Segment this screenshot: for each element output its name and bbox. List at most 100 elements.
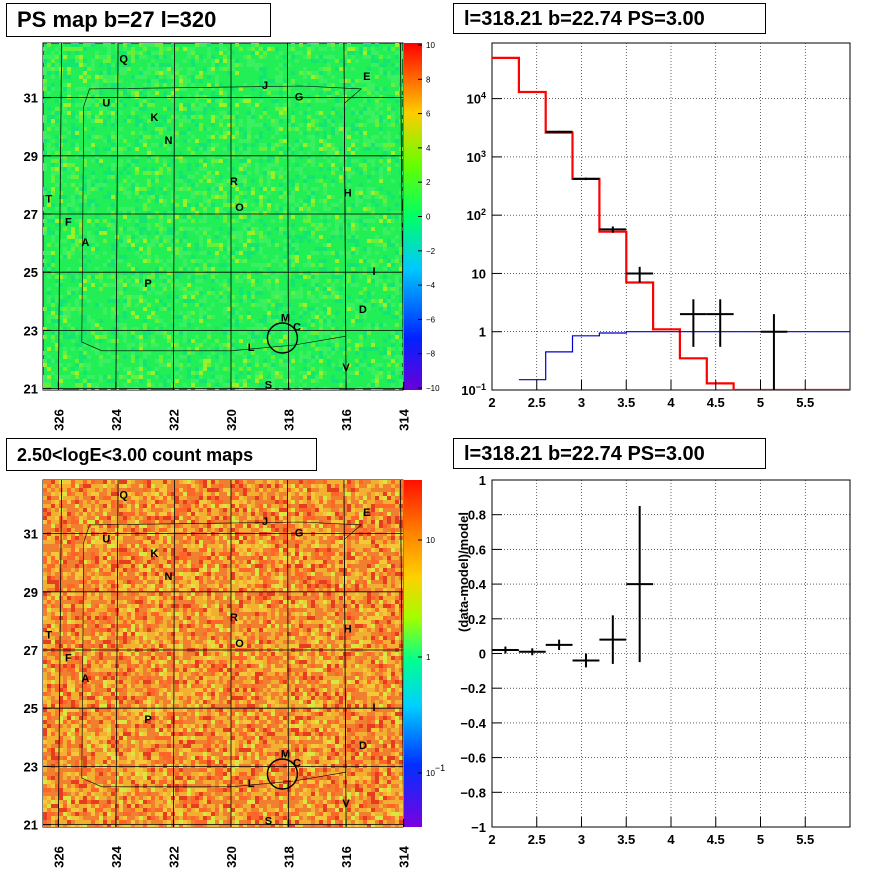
source-label-U: U (102, 97, 110, 109)
source-label-P: P (144, 278, 151, 290)
region-outline (81, 521, 362, 788)
count-map-colorbar (404, 480, 422, 827)
source-label-D: D (359, 304, 367, 316)
y-tick-label: 31 (24, 91, 38, 106)
y-tick-label: 0.4 (468, 577, 487, 592)
residual-point[interactable] (518, 648, 546, 656)
series-point-source[interactable] (518, 331, 850, 381)
x-tick-label: 314 (397, 408, 412, 430)
x-tick-label: 318 (282, 409, 297, 431)
spectrum-panel: 2 2.5 3 3.5 4 4.5 5 5.5 10−1 1 10 102 103 104 (461, 42, 851, 410)
source-label-U: U (102, 533, 110, 545)
y-tick-label: −0.4 (460, 716, 486, 731)
y-tick-label: 25 (24, 265, 38, 280)
source-circle[interactable] (266, 758, 299, 790)
y-tick-label: 102 (467, 207, 486, 223)
y-tick-label: 0.8 (468, 508, 486, 523)
source-circle[interactable] (266, 322, 299, 354)
source-label-F: F (65, 653, 72, 665)
residual-point[interactable] (572, 653, 600, 668)
source-label-V: V (342, 362, 350, 374)
x-tick-label: 2.5 (528, 832, 546, 847)
source-label-Q: Q (119, 490, 128, 502)
longitude-line (57, 43, 62, 390)
source-label-K: K (150, 548, 158, 560)
residual-point[interactable] (545, 639, 573, 651)
x-tick-label: 320 (224, 846, 239, 868)
longitude-line (400, 480, 403, 796)
region-outline (81, 85, 362, 352)
x-tick-label: 2 (488, 832, 495, 847)
longitude-line (57, 480, 62, 827)
x-tick-label: 4.5 (707, 832, 725, 847)
source-label-R: R (230, 612, 238, 624)
longitude-line (287, 480, 289, 827)
ps-map-panel: QEJGUKNRHTOFAIPDMCLVSB 1086420−2−4−6−8−1… (24, 41, 441, 431)
data-point[interactable] (572, 177, 600, 181)
y-tick-label: 21 (24, 818, 38, 833)
residual-point[interactable] (626, 506, 654, 663)
source-label-A: A (81, 237, 89, 249)
y-tick-label: 0.2 (468, 612, 486, 627)
y-tick-label: −1 (471, 820, 486, 835)
y-tick-label: 31 (24, 527, 38, 542)
data-point[interactable] (760, 314, 788, 390)
x-tick-label: 318 (282, 846, 297, 868)
ps-map-coordinate-grid (43, 43, 403, 390)
x-tick-label: 3 (578, 832, 585, 847)
x-tick-label: 3.5 (617, 395, 635, 410)
source-label-R: R (230, 176, 238, 188)
residual-point[interactable] (599, 615, 627, 664)
source-label-G: G (295, 92, 304, 104)
y-tick-label: 27 (24, 643, 38, 658)
source-label-E: E (363, 71, 370, 83)
x-tick-label: 5.5 (796, 832, 814, 847)
y-tick-label: 1 (479, 473, 486, 488)
x-tick-label: 316 (339, 846, 354, 868)
x-tick-label: 322 (166, 846, 181, 868)
x-tick-label: 2.5 (528, 395, 546, 410)
data-point[interactable] (545, 130, 573, 133)
residual-point[interactable] (492, 646, 519, 654)
colorbar-tick-label: −6 (426, 315, 436, 324)
source-label-L: L (248, 778, 255, 790)
y-tick-label: 27 (24, 207, 38, 222)
colorbar-tick-label: 10 (426, 41, 435, 50)
source-label-M: M (281, 313, 290, 325)
colorbar-tick-label: −4 (426, 281, 436, 290)
y-tick-label: 104 (467, 91, 486, 107)
colorbar-tick-label: −10 (426, 384, 440, 393)
colorbar-tick-label: 10−1 (426, 763, 445, 778)
x-tick-label: 2 (488, 395, 495, 410)
data-point[interactable] (679, 299, 707, 347)
colorbar-tick-label: 2 (426, 178, 431, 187)
y-tick-label: 1 (479, 325, 486, 340)
source-label-F: F (65, 217, 72, 229)
source-label-S: S (265, 380, 272, 392)
x-tick-label: 4.5 (707, 395, 725, 410)
series-model[interactable] (492, 56, 850, 390)
colorbar-tick-label: 10 (426, 536, 435, 545)
source-label-V: V (342, 798, 350, 810)
spectrum-title: l=318.21 b=22.74 PS=3.00 (453, 3, 766, 34)
data-point[interactable] (599, 226, 627, 233)
y-tick-label: 29 (24, 149, 38, 164)
y-tick-label: 10−1 (461, 382, 486, 398)
source-label-T: T (45, 629, 52, 641)
x-tick-label: 3.5 (617, 832, 635, 847)
data-point[interactable] (626, 266, 654, 283)
y-tick-label: −0.2 (460, 681, 486, 696)
source-label-N: N (165, 135, 173, 147)
x-tick-label: 5.5 (796, 395, 814, 410)
x-tick-label: 324 (109, 408, 124, 430)
x-tick-label: 314 (397, 845, 412, 867)
longitude-line (173, 43, 175, 390)
longitude-line (287, 43, 289, 390)
x-tick-label: 5 (757, 832, 764, 847)
source-label-N: N (165, 571, 173, 583)
data-point[interactable] (706, 299, 734, 347)
residual-y-axis-label: (data-model)/model (456, 512, 471, 632)
colorbar-tick-label: 8 (426, 75, 431, 84)
